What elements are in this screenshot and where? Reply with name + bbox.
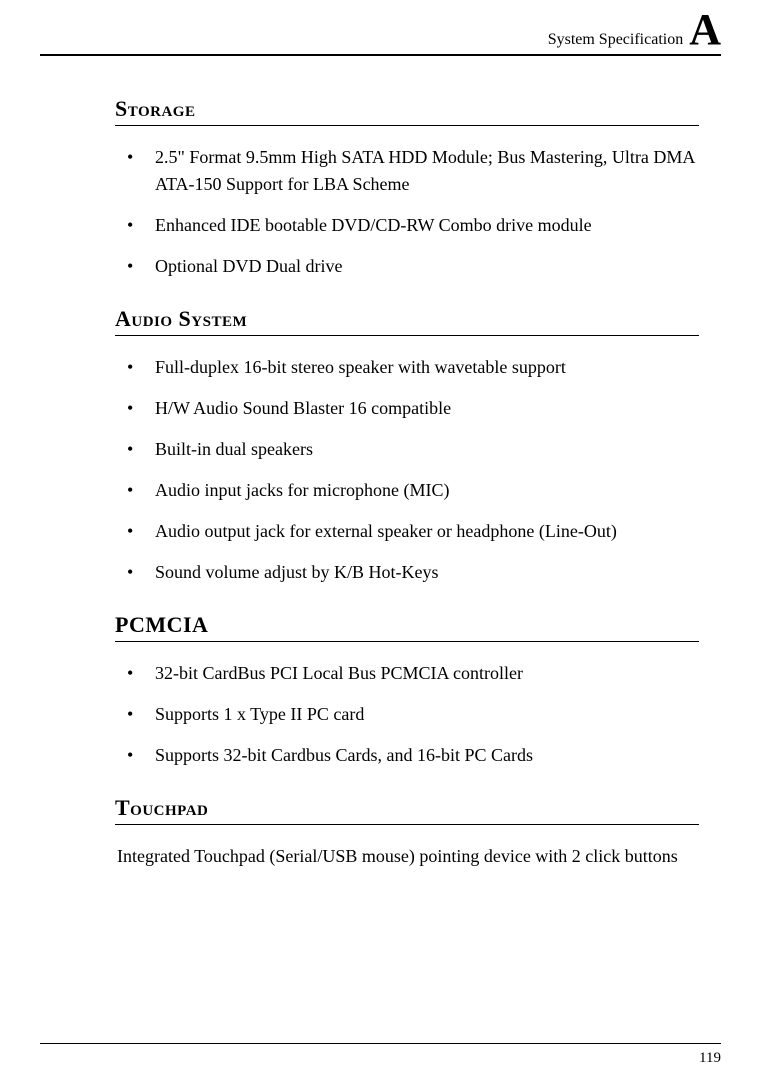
page-footer: 119 (40, 1043, 721, 1067)
list-item: Audio input jacks for microphone (MIC) (115, 477, 699, 504)
page-content: Storage 2.5" Format 9.5mm High SATA HDD … (40, 56, 721, 870)
section-heading-touchpad: Touchpad (115, 795, 699, 825)
list-item: Enhanced IDE bootable DVD/CD-RW Combo dr… (115, 212, 699, 239)
list-item: Supports 1 x Type II PC card (115, 701, 699, 728)
page-number: 119 (40, 1050, 721, 1067)
section-heading-audio: Audio System (115, 306, 699, 336)
section-heading-storage: Storage (115, 96, 699, 126)
list-item: H/W Audio Sound Blaster 16 compatible (115, 395, 699, 422)
storage-list: 2.5" Format 9.5mm High SATA HDD Module; … (115, 144, 699, 280)
section-heading-pcmcia: PCMCIA (115, 612, 699, 642)
touchpad-body: Integrated Touchpad (Serial/USB mouse) p… (115, 843, 699, 870)
list-item: 2.5" Format 9.5mm High SATA HDD Module; … (115, 144, 699, 198)
audio-list: Full-duplex 16-bit stereo speaker with w… (115, 354, 699, 586)
footer-divider (40, 1043, 721, 1044)
pcmcia-list: 32-bit CardBus PCI Local Bus PCMCIA cont… (115, 660, 699, 769)
page-header: System Specification A (40, 8, 721, 56)
list-item: Sound volume adjust by K/B Hot-Keys (115, 559, 699, 586)
list-item: Full-duplex 16-bit stereo speaker with w… (115, 354, 699, 381)
header-title: System Specification (548, 31, 684, 49)
list-item: Supports 32-bit Cardbus Cards, and 16-bi… (115, 742, 699, 769)
list-item: 32-bit CardBus PCI Local Bus PCMCIA cont… (115, 660, 699, 687)
header-letter: A (689, 8, 721, 52)
list-item: Audio output jack for external speaker o… (115, 518, 699, 545)
list-item: Optional DVD Dual drive (115, 253, 699, 280)
list-item: Built-in dual speakers (115, 436, 699, 463)
